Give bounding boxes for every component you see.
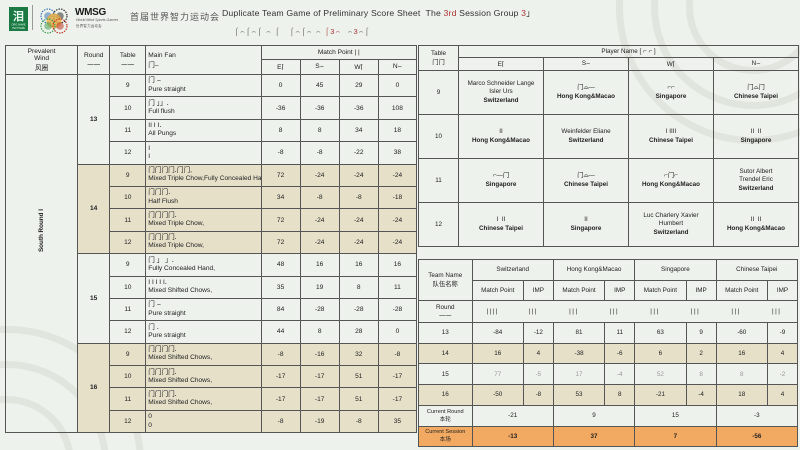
svg-text:泪: 泪 bbox=[13, 9, 24, 23]
svg-text:ORG NAME: ORG NAME bbox=[11, 23, 25, 27]
svg-text:TEXT HERE: TEXT HERE bbox=[12, 28, 25, 30]
